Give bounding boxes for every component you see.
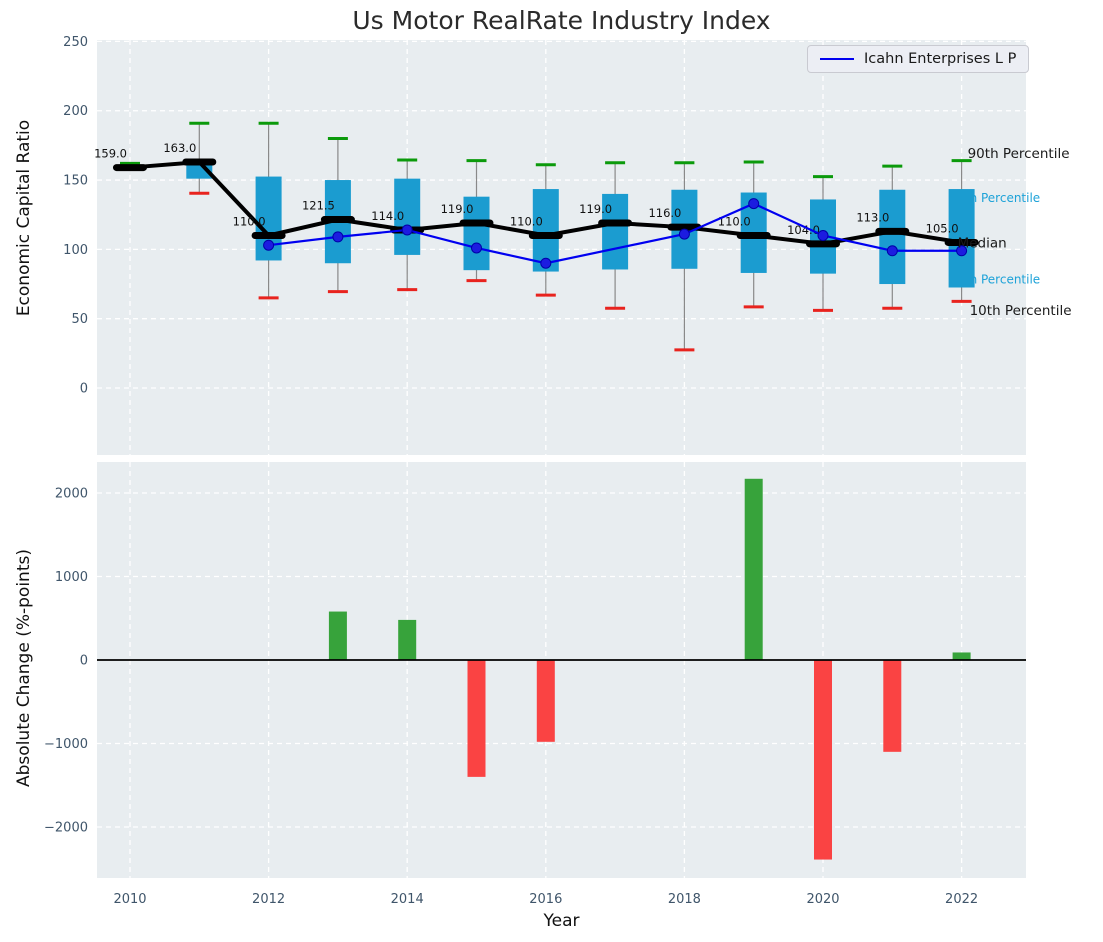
y-tick-label: 50 [71, 312, 88, 327]
median-value-label: 114.0 [371, 209, 404, 223]
median-value-label: 119.0 [441, 202, 474, 216]
icahn-marker [332, 231, 344, 243]
icahn-marker [263, 239, 275, 251]
median-marker-2019 [736, 232, 771, 240]
icahn-marker [540, 257, 552, 269]
icahn-marker [886, 245, 898, 257]
median-value-label: 110.0 [510, 215, 543, 229]
median-value-label: 110.0 [233, 215, 266, 229]
bar-2020 [814, 659, 832, 860]
median-value-label: 159.0 [94, 147, 127, 161]
bar-2014 [398, 619, 417, 660]
x-axis-label: Year [543, 911, 580, 931]
bar-2016 [536, 659, 555, 742]
y-tick-label: −1000 [44, 737, 88, 752]
icahn-line [268, 202, 962, 265]
x-tick-label: 2016 [529, 892, 562, 907]
y-tick-label: 1000 [55, 570, 88, 585]
y-tick-label: 0 [80, 382, 88, 397]
median-marker-2020 [806, 240, 840, 248]
x-tick-label: 2012 [252, 892, 285, 907]
box-2022 [948, 189, 975, 288]
x-tick-label: 2014 [391, 892, 424, 907]
median-marker-2018 [667, 223, 702, 231]
icahn-marker [817, 230, 829, 242]
legend-label: Icahn Enterprises L P [864, 51, 1017, 67]
x-tick-label: 2018 [668, 892, 701, 907]
top-axes-background [97, 40, 1026, 455]
icahn-marker [471, 242, 482, 254]
y-tick-label: 150 [63, 174, 88, 189]
legend: Icahn Enterprises L P [807, 45, 1030, 73]
box-2017 [602, 193, 629, 270]
bar-2015 [467, 659, 486, 777]
y-tick-label: 200 [63, 104, 88, 119]
median-marker-2015 [459, 219, 494, 227]
median-value-label: 110.0 [718, 215, 751, 229]
icahn-marker [678, 228, 690, 240]
box-2021 [879, 189, 906, 285]
x-tick-label: 2022 [945, 892, 978, 907]
icahn-marker [956, 245, 968, 257]
median-value-label: 119.0 [579, 202, 612, 216]
bar-2021 [883, 659, 902, 752]
legend-line-swatch [820, 58, 854, 60]
median-value-label: 121.5 [302, 199, 335, 213]
median-marker-2012 [251, 232, 286, 240]
median-value-label: 113.0 [856, 210, 889, 224]
median-marker-2011 [182, 158, 217, 166]
median-marker-2013 [320, 216, 355, 224]
y-tick-label: 2000 [55, 486, 88, 501]
percentile-annotation: 90th Percentile [968, 146, 1070, 162]
box-2014 [394, 178, 421, 255]
x-tick-label: 2020 [806, 892, 839, 907]
x-tick-label: 2010 [113, 892, 146, 907]
median-marker-2010 [113, 164, 147, 172]
median-marker-2022 [944, 238, 979, 246]
median-value-label: 116.0 [648, 206, 681, 220]
bar-2022 [952, 652, 971, 660]
icahn-marker [401, 224, 413, 236]
median-value-label: 163.0 [163, 141, 196, 155]
bottom-axes-background [97, 462, 1026, 878]
icahn-marker [748, 198, 760, 210]
median-marker-2017 [598, 219, 633, 227]
bar-2019 [744, 478, 763, 660]
y-tick-label: 0 [80, 653, 88, 668]
median-marker-2016 [528, 232, 563, 240]
chart-title: Us Motor RealRate Industry Index [352, 6, 771, 35]
percentile-annotation: 10th Percentile [970, 303, 1072, 319]
percentile-annotation: Median [958, 235, 1007, 251]
y-tick-label: −2000 [44, 820, 88, 835]
median-value-label: 105.0 [926, 221, 959, 235]
y-tick-label: 250 [63, 35, 88, 50]
bar-2013 [328, 611, 347, 660]
y-tick-label: 100 [63, 243, 88, 258]
median-marker-2021 [875, 227, 910, 235]
box-2015 [463, 196, 490, 271]
median-value-label: 104.0 [787, 223, 820, 237]
